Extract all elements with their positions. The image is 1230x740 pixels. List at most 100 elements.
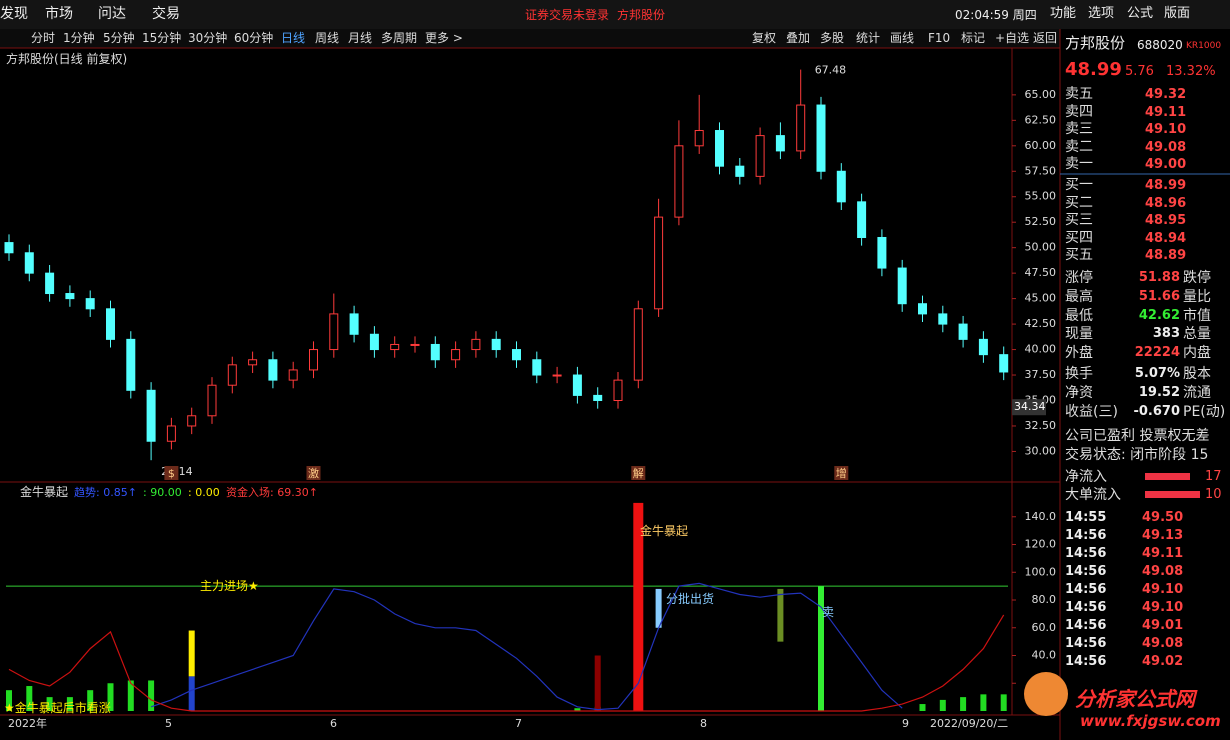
stat-label: 收益(三) (1065, 404, 1118, 420)
bid-price: 48.89 (1145, 248, 1187, 263)
trade-price: 49.08 (1142, 636, 1184, 651)
candle-body (491, 338, 501, 351)
stat-label: 换手 (1065, 366, 1093, 382)
period-tab[interactable]: 5分钟 (103, 31, 135, 45)
stat-label: 现量 (1065, 326, 1093, 343)
candle-body (451, 349, 461, 361)
y-tick-label: 32.50 (1025, 419, 1057, 432)
candle-body (329, 313, 339, 351)
candle-body (248, 359, 258, 366)
bid-label: 买一 (1065, 177, 1093, 193)
tool-button[interactable]: 多股 (820, 31, 845, 45)
ask-price: 49.00 (1145, 157, 1187, 172)
y-tick-label: 50.00 (1025, 241, 1057, 254)
candle-body (207, 384, 217, 417)
menu-item[interactable]: 交易 (152, 6, 180, 22)
candle-body (410, 343, 420, 346)
logo-bg (1062, 660, 1230, 740)
candle-body (126, 338, 136, 391)
bid-price: 48.95 (1145, 213, 1187, 228)
tool-button[interactable]: 返回 (1033, 31, 1058, 45)
bid-price: 48.94 (1145, 230, 1187, 246)
candle-body (877, 236, 887, 269)
cursor-price: 34.34 (1014, 400, 1046, 413)
event-marker-bg (306, 466, 321, 480)
tool-button[interactable]: F10 (928, 31, 951, 45)
x-tick-label: 2022年 (8, 717, 47, 730)
y-tick-label: 57.50 (1025, 164, 1057, 177)
last-price: 48.99 (1065, 59, 1122, 80)
period-tab[interactable]: 日线 (281, 31, 306, 45)
ask-label: 卖四 (1065, 103, 1093, 120)
annotation: 金牛暴起 (640, 524, 689, 538)
volume-bar (6, 690, 12, 711)
stat-label: 净资 (1065, 385, 1093, 401)
volume-bar (66, 697, 73, 711)
y-tick-label: 60.00 (1025, 139, 1057, 152)
candle-body (593, 394, 603, 401)
trade-time: 14:56 (1065, 654, 1107, 669)
volume-bar (919, 704, 926, 711)
event-marker-bg (834, 466, 849, 480)
flow-value: 17 (1205, 469, 1222, 484)
period-tab[interactable]: 月线 (348, 31, 373, 45)
volume-bar (46, 697, 53, 711)
logo-name: 分析家公式网 (1075, 687, 1195, 711)
y-tick-label: 40.00 (1025, 343, 1057, 356)
tool-button[interactable]: 画线 (890, 31, 915, 45)
stock-board: KR1000 (1186, 41, 1222, 51)
candle-body (958, 323, 968, 340)
period-tab[interactable]: 30分钟 (188, 31, 228, 45)
candle-body (24, 252, 34, 274)
menu-item[interactable]: 问达 (98, 6, 126, 22)
period-tab[interactable]: 15分钟 (142, 31, 182, 45)
candle-body (552, 374, 562, 377)
tool-button[interactable]: 复权 (752, 31, 777, 45)
stat-value: 19.52 (1138, 385, 1180, 400)
candle-body (572, 374, 582, 396)
candle-body (938, 313, 948, 325)
stat-value: 5.07% (1134, 366, 1180, 381)
flow-bar (1145, 491, 1200, 498)
bid-label: 买四 (1065, 229, 1093, 246)
tool-button[interactable]: 标记 (961, 31, 986, 45)
volume-bar (87, 690, 94, 711)
candle-body (288, 369, 298, 381)
logo-badge (1024, 672, 1068, 716)
trade-time: 14:56 (1065, 546, 1107, 561)
menu-item[interactable]: 市场 (45, 6, 73, 22)
tool-button[interactable]: 叠加 (786, 31, 811, 45)
tool-button[interactable]: 统计 (856, 31, 881, 45)
period-tab[interactable]: 多周期 (381, 31, 418, 45)
y-tick-label: 140.0 (1025, 510, 1057, 523)
volume-bar (980, 694, 987, 711)
ask-label: 卖一 (1065, 156, 1093, 172)
status-text: 交易状态: 闭市阶段 15 (1065, 447, 1209, 463)
high-label: 67.48 (815, 64, 847, 77)
ask-price: 49.10 (1145, 122, 1187, 137)
period-tab[interactable]: 周线 (315, 31, 340, 45)
menu-item[interactable]: 公式 (1127, 6, 1154, 21)
menu-item[interactable]: 功能 (1050, 6, 1077, 21)
x-tick-label: 6 (330, 717, 337, 730)
period-tab[interactable]: 1分钟 (63, 31, 95, 45)
period-tab[interactable]: 分时 (31, 31, 56, 45)
period-tab[interactable]: 60分钟 (234, 31, 274, 45)
volume-bar (939, 699, 946, 711)
indicator-legend: : 90.00 (143, 486, 182, 499)
change-pct: 13.32% (1166, 64, 1216, 79)
period-tab[interactable]: 更多 > (425, 31, 463, 45)
trade-price: 49.11 (1142, 546, 1184, 561)
logo-url: www.fxjgsw.com (1080, 712, 1221, 730)
candle-body (512, 349, 521, 361)
trade-price: 49.10 (1142, 600, 1184, 615)
trade-time: 14:56 (1065, 528, 1107, 543)
candle-body (999, 354, 1009, 373)
menu-item[interactable]: 选项 (1088, 6, 1115, 21)
stat-label: 最低 (1065, 307, 1093, 324)
tool-button[interactable]: +自选 (995, 31, 1030, 45)
menu-item[interactable]: 发现 (0, 6, 28, 22)
trade-time: 14:56 (1065, 618, 1107, 633)
login-status: 证券交易未登录 (525, 8, 610, 22)
menu-item[interactable]: 版面 (1164, 6, 1191, 21)
